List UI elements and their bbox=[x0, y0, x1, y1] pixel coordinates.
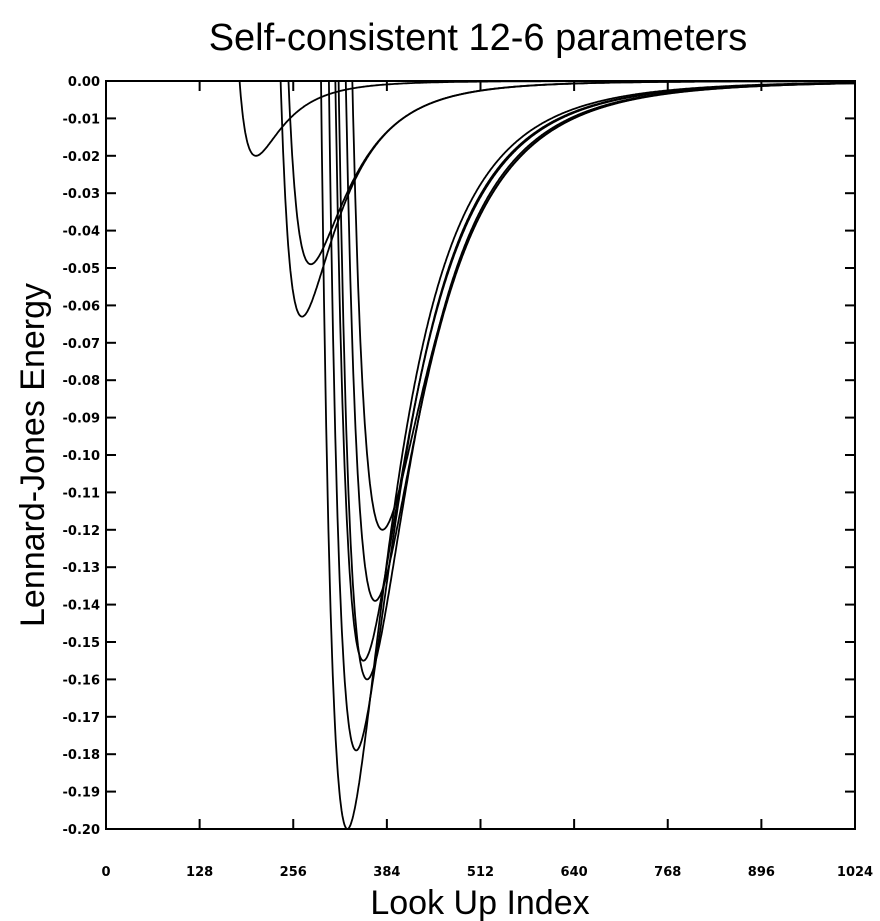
y-tick-label: -0.10 bbox=[63, 449, 100, 464]
y-tick-label: -0.02 bbox=[63, 150, 100, 165]
y-tick-label: -0.11 bbox=[63, 486, 100, 501]
y-tick-label: -0.04 bbox=[63, 225, 100, 240]
y-tick-label: -0.03 bbox=[63, 187, 100, 202]
y-axis-ticks: 0.00 -0.01 -0.02 -0.03 -0.04 -0.05 -0.06 -0.07 -… bbox=[63, 75, 855, 838]
y-tick-label: -0.13 bbox=[63, 561, 100, 576]
series-line-9 bbox=[320, 81, 855, 829]
y-tick-label: -0.19 bbox=[63, 786, 100, 801]
plot-area bbox=[105, 80, 856, 830]
series-line-3 bbox=[279, 81, 855, 318]
x-tick-label: 896 bbox=[748, 865, 775, 880]
x-tick-label: 128 bbox=[186, 865, 213, 880]
y-tick-label: -0.01 bbox=[63, 112, 100, 127]
x-tick-label: 768 bbox=[654, 865, 681, 880]
y-tick-label: -0.06 bbox=[63, 299, 100, 314]
x-tick-label: 1024 bbox=[837, 865, 873, 880]
y-tick-label: -0.17 bbox=[63, 711, 100, 726]
y-tick-label: -0.12 bbox=[63, 524, 100, 539]
y-tick-label: -0.08 bbox=[63, 374, 100, 389]
x-tick-label: 256 bbox=[280, 865, 307, 880]
y-tick-label: -0.20 bbox=[63, 823, 100, 838]
y-tick-label: -0.05 bbox=[63, 262, 100, 277]
x-tick-label: 384 bbox=[373, 865, 400, 880]
y-axis-label: Lennard-Jones Energy bbox=[14, 283, 52, 627]
y-tick-label: -0.07 bbox=[63, 337, 100, 352]
x-tick-label: 0 bbox=[101, 865, 110, 880]
chart-title: Self-consistent 12-6 parameters bbox=[209, 17, 748, 59]
x-tick-label: 640 bbox=[561, 865, 588, 880]
y-tick-label: -0.18 bbox=[63, 748, 100, 763]
x-axis-label: Look Up Index bbox=[370, 884, 589, 921]
y-tick-label: 0.00 bbox=[68, 75, 100, 90]
x-tick-label: 512 bbox=[467, 865, 494, 880]
y-tick-label: -0.14 bbox=[63, 599, 100, 614]
y-tick-label: -0.16 bbox=[63, 673, 100, 688]
y-tick-label: -0.09 bbox=[63, 412, 100, 427]
y-tick-label: -0.15 bbox=[63, 636, 100, 651]
series-group bbox=[238, 81, 855, 829]
